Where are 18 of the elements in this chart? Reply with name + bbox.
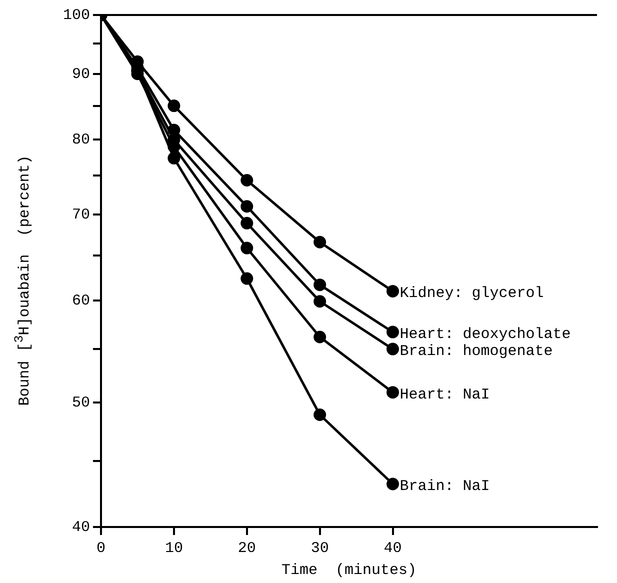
- y-tick-label: 60: [72, 292, 90, 310]
- y-tick-label: 40: [72, 518, 90, 536]
- x-tick-label: 0: [96, 540, 106, 557]
- x-tick-label: 20: [238, 540, 256, 557]
- x-tick-label: 40: [384, 540, 402, 557]
- y-tick-label: 90: [72, 66, 90, 83]
- series-label: Brain: NaI: [400, 478, 490, 495]
- y-tick-label: 100: [62, 6, 90, 24]
- y-tick-label: 50: [72, 394, 90, 412]
- series-label: Kidney: glycerol: [400, 285, 544, 302]
- x-tick-label: 10: [164, 540, 183, 557]
- series-label: Heart: deoxycholate: [400, 326, 571, 344]
- y-tick-label: 70: [72, 206, 90, 224]
- series-label: Brain: homogenate: [400, 343, 553, 360]
- x-axis-title: Time (minutes): [281, 562, 417, 579]
- series-label: Heart: NaI: [400, 386, 490, 404]
- y-tick-label: 80: [72, 132, 90, 149]
- x-tick-label: 30: [310, 540, 329, 557]
